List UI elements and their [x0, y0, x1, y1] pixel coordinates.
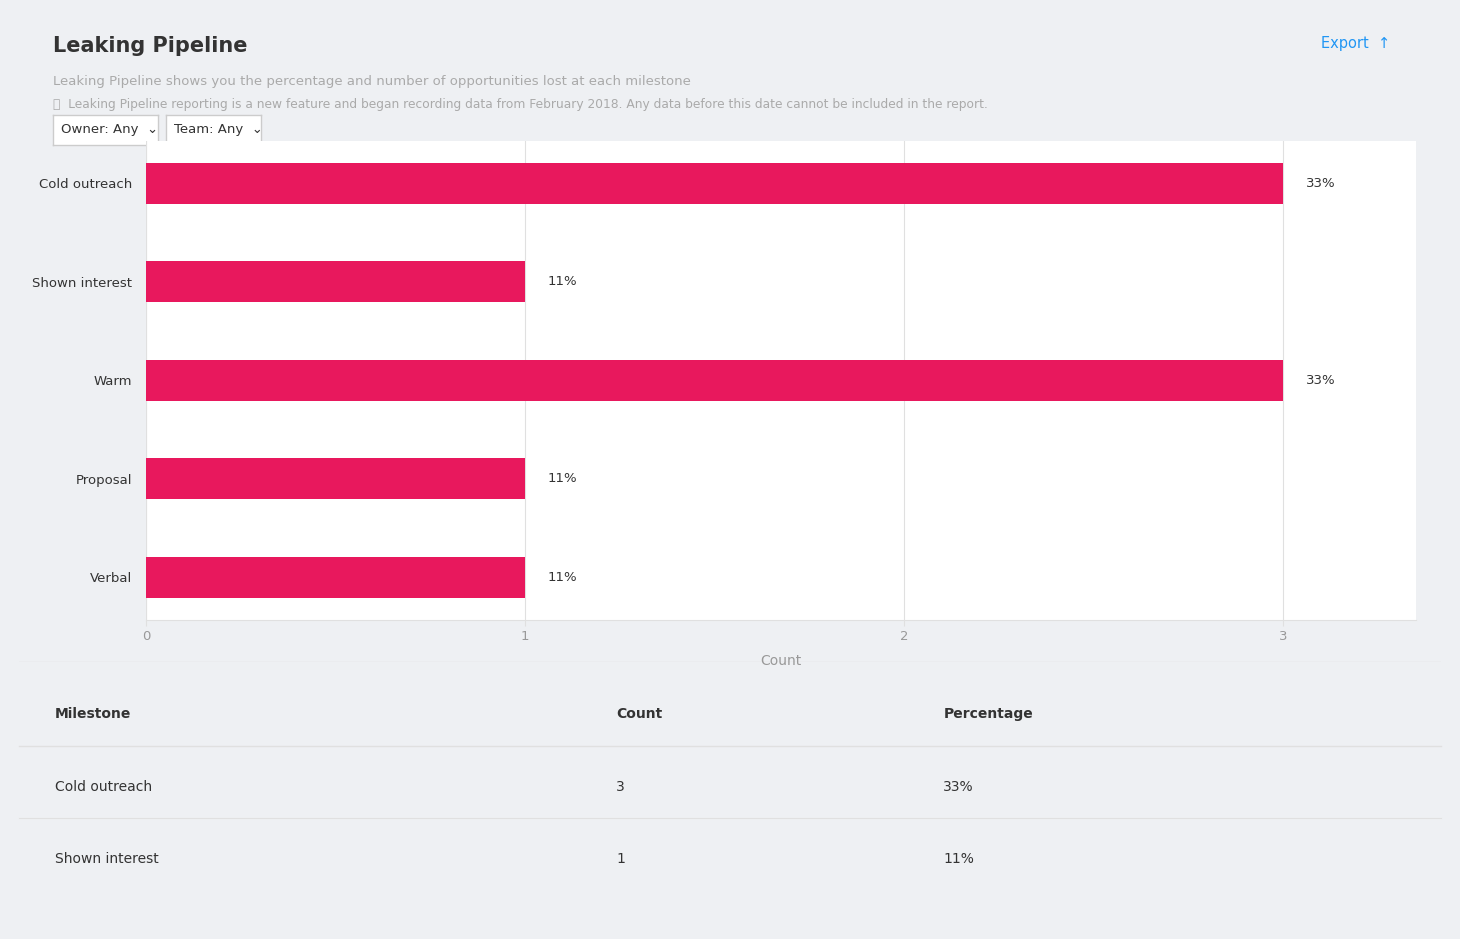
Text: Shown interest: Shown interest [54, 853, 158, 867]
Text: 11%: 11% [548, 275, 578, 288]
Bar [146, 360, 1283, 401]
Text: Milestone: Milestone [54, 707, 131, 721]
X-axis label: Count: Count [761, 654, 802, 669]
Bar [146, 261, 526, 302]
Text: 1: 1 [616, 853, 625, 867]
Text: Leaking Pipeline: Leaking Pipeline [53, 36, 247, 55]
Text: 11%: 11% [548, 472, 578, 485]
Text: Export  ↑: Export ↑ [1321, 36, 1390, 51]
Bar [146, 458, 526, 500]
Text: Owner: Any  ⌄: Owner: Any ⌄ [61, 123, 158, 136]
Text: ⓘ  Leaking Pipeline reporting is a new feature and began recording data from Feb: ⓘ Leaking Pipeline reporting is a new fe… [53, 98, 987, 111]
Text: 3: 3 [616, 779, 625, 793]
Text: Count: Count [616, 707, 663, 721]
Text: 33%: 33% [943, 779, 974, 793]
Text: 33%: 33% [1307, 177, 1336, 190]
Text: 11%: 11% [943, 853, 974, 867]
Text: Cold outreach: Cold outreach [54, 779, 152, 793]
Text: 33%: 33% [1307, 374, 1336, 387]
Text: Team: Any  ⌄: Team: Any ⌄ [174, 123, 263, 136]
Text: 11%: 11% [548, 571, 578, 584]
Bar [146, 557, 526, 598]
Text: Leaking Pipeline shows you the percentage and number of opportunities lost at ea: Leaking Pipeline shows you the percentag… [53, 75, 691, 88]
Bar [146, 162, 1283, 204]
Text: Percentage: Percentage [943, 707, 1034, 721]
